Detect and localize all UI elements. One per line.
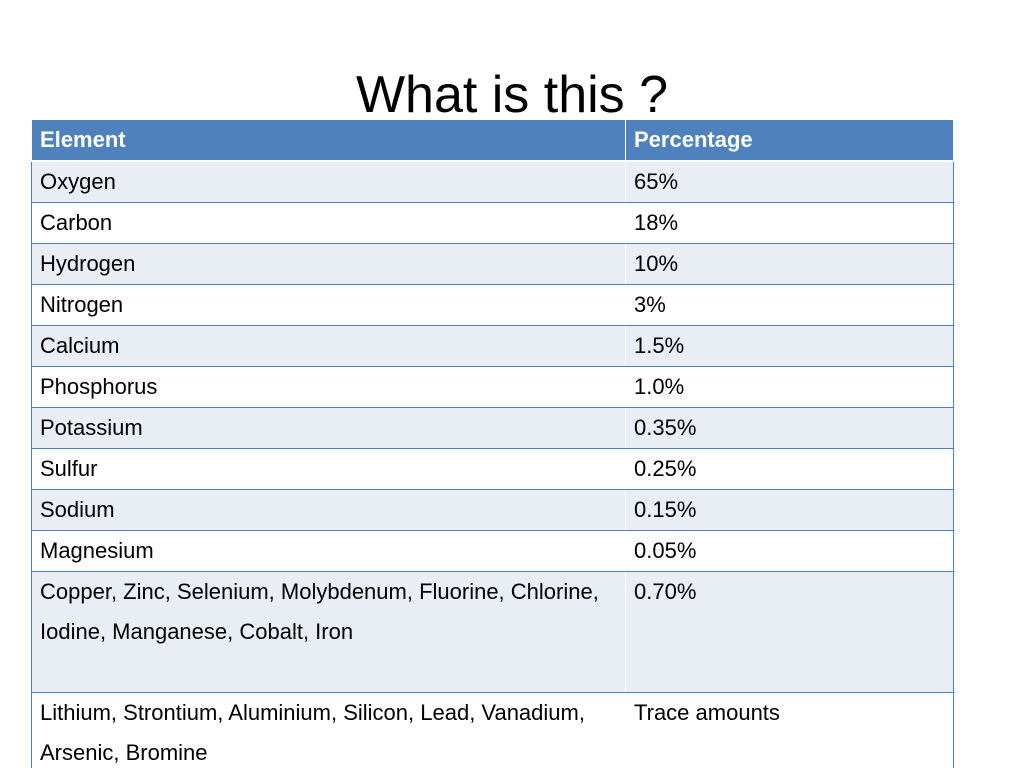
table-row: Sulfur 0.25% [31, 448, 954, 490]
element-cell: Nitrogen [31, 284, 626, 326]
element-cell: Copper, Zinc, Selenium, Molybdenum, Fluo… [31, 571, 626, 693]
percentage-cell: 1.0% [625, 366, 954, 408]
percentage-cell: 0.35% [625, 407, 954, 449]
percentage-cell: 0.05% [625, 530, 954, 572]
table-row: Potassium 0.35% [31, 407, 954, 449]
table-row: Magnesium 0.05% [31, 530, 954, 572]
element-cell: Magnesium [31, 530, 626, 572]
percentage-cell: Trace amounts [625, 692, 954, 768]
element-cell: Potassium [31, 407, 626, 449]
element-cell: Phosphorus [31, 366, 626, 408]
element-cell: Calcium [31, 325, 626, 367]
element-cell: Oxygen [31, 160, 626, 203]
table-row: Sodium 0.15% [31, 489, 954, 531]
table-row: Carbon 18% [31, 202, 954, 244]
table-row: Hydrogen 10% [31, 243, 954, 285]
slide-title: What is this ? [355, 66, 669, 124]
percentage-cell: 0.70% [625, 571, 954, 693]
element-cell: Carbon [31, 202, 626, 244]
percentage-cell: 18% [625, 202, 954, 244]
table-row: Nitrogen 3% [31, 284, 954, 326]
table-row: Copper, Zinc, Selenium, Molybdenum, Fluo… [31, 571, 954, 693]
element-percentage-table: Element Percentage Oxygen 65% Carbon 18%… [31, 119, 954, 768]
element-cell: Hydrogen [31, 243, 626, 285]
column-header-element: Element [31, 119, 626, 162]
percentage-cell: 65% [625, 160, 954, 203]
percentage-cell: 3% [625, 284, 954, 326]
table-row: Phosphorus 1.0% [31, 366, 954, 408]
table-row: Lithium, Strontium, Aluminium, Silicon, … [31, 692, 954, 768]
element-cell: Sulfur [31, 448, 626, 490]
table-row: Calcium 1.5% [31, 325, 954, 367]
percentage-cell: 0.15% [625, 489, 954, 531]
percentage-cell: 10% [625, 243, 954, 285]
column-header-percentage: Percentage [625, 119, 954, 162]
element-cell: Lithium, Strontium, Aluminium, Silicon, … [31, 692, 626, 768]
table-row: Oxygen 65% [31, 160, 954, 203]
percentage-cell: 1.5% [625, 325, 954, 367]
percentage-cell: 0.25% [625, 448, 954, 490]
table-header-row: Element Percentage [31, 119, 954, 162]
element-cell: Sodium [31, 489, 626, 531]
